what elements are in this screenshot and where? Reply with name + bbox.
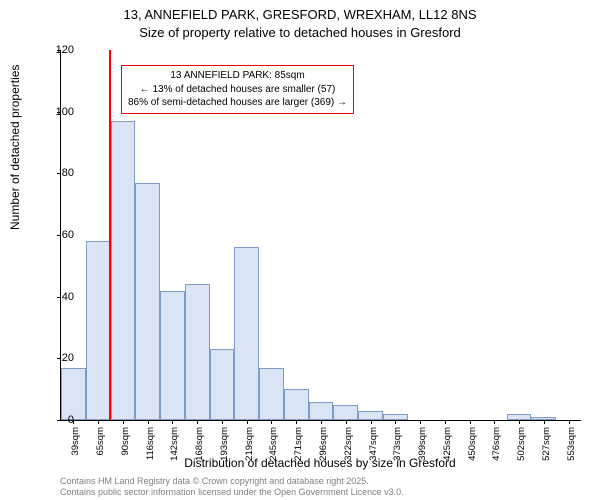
y-tick-label: 0 [68,414,74,426]
y-tick-label: 80 [62,167,74,179]
x-tick-mark [494,420,495,424]
x-tick-mark [271,420,272,424]
x-tick-mark [544,420,545,424]
y-tick-mark [57,420,61,421]
x-tick-mark [197,420,198,424]
histogram-bar [234,247,259,420]
x-tick-label: 90sqm [120,427,131,456]
x-tick-mark [346,420,347,424]
plot-region: 39sqm65sqm90sqm116sqm142sqm168sqm193sqm2… [60,50,581,421]
x-tick-mark [98,420,99,424]
x-tick-mark [420,420,421,424]
y-tick-label: 40 [62,291,74,303]
y-axis-label: Number of detached properties [8,65,22,230]
footer-line-2: Contains public sector information licen… [60,487,404,497]
x-tick-mark [247,420,248,424]
histogram-bar [185,284,210,420]
x-tick-mark [222,420,223,424]
x-tick-mark [371,420,372,424]
annot-line-1: 13 ANNEFIELD PARK: 85sqm [170,70,304,81]
x-tick-label: 39sqm [70,427,81,456]
histogram-bar [111,121,136,420]
y-tick-label: 100 [56,106,74,118]
x-tick-mark [123,420,124,424]
histogram-bar [358,411,383,420]
x-tick-mark [470,420,471,424]
chart-area: 39sqm65sqm90sqm116sqm142sqm168sqm193sqm2… [60,50,580,420]
y-tick-label: 120 [56,44,74,56]
x-tick-mark [321,420,322,424]
histogram-bar [135,183,160,420]
x-tick-mark [296,420,297,424]
footer-attribution: Contains HM Land Registry data © Crown c… [60,476,404,499]
y-tick-mark [57,358,61,359]
histogram-bar [210,349,235,420]
chart-title: 13, ANNEFIELD PARK, GRESFORD, WREXHAM, L… [0,0,600,41]
histogram-bar [284,389,309,420]
x-tick-label: 65sqm [95,427,106,456]
reference-line [109,50,111,420]
annot-line-3: 86% of semi-detached houses are larger (… [128,97,347,108]
x-axis-label: Distribution of detached houses by size … [60,456,580,470]
y-tick-mark [57,173,61,174]
y-tick-label: 60 [62,229,74,241]
footer-line-1: Contains HM Land Registry data © Crown c… [60,476,369,486]
annot-line-2: ← 13% of detached houses are smaller (57… [140,84,336,95]
x-tick-mark [148,420,149,424]
title-line-1: 13, ANNEFIELD PARK, GRESFORD, WREXHAM, L… [123,7,476,22]
histogram-bar [160,291,185,421]
histogram-bar [333,405,358,420]
annotation-box: 13 ANNEFIELD PARK: 85sqm ← 13% of detache… [121,65,354,114]
x-tick-mark [519,420,520,424]
histogram-bar [309,402,334,421]
x-tick-mark [395,420,396,424]
y-tick-mark [57,235,61,236]
x-tick-mark [172,420,173,424]
x-tick-mark [569,420,570,424]
title-line-2: Size of property relative to detached ho… [139,25,461,40]
y-tick-mark [57,297,61,298]
histogram-bar [259,368,284,420]
chart-container: 13, ANNEFIELD PARK, GRESFORD, WREXHAM, L… [0,0,600,500]
histogram-bar [61,368,86,420]
y-tick-label: 20 [62,352,74,364]
histogram-bar [86,241,111,420]
x-tick-mark [445,420,446,424]
